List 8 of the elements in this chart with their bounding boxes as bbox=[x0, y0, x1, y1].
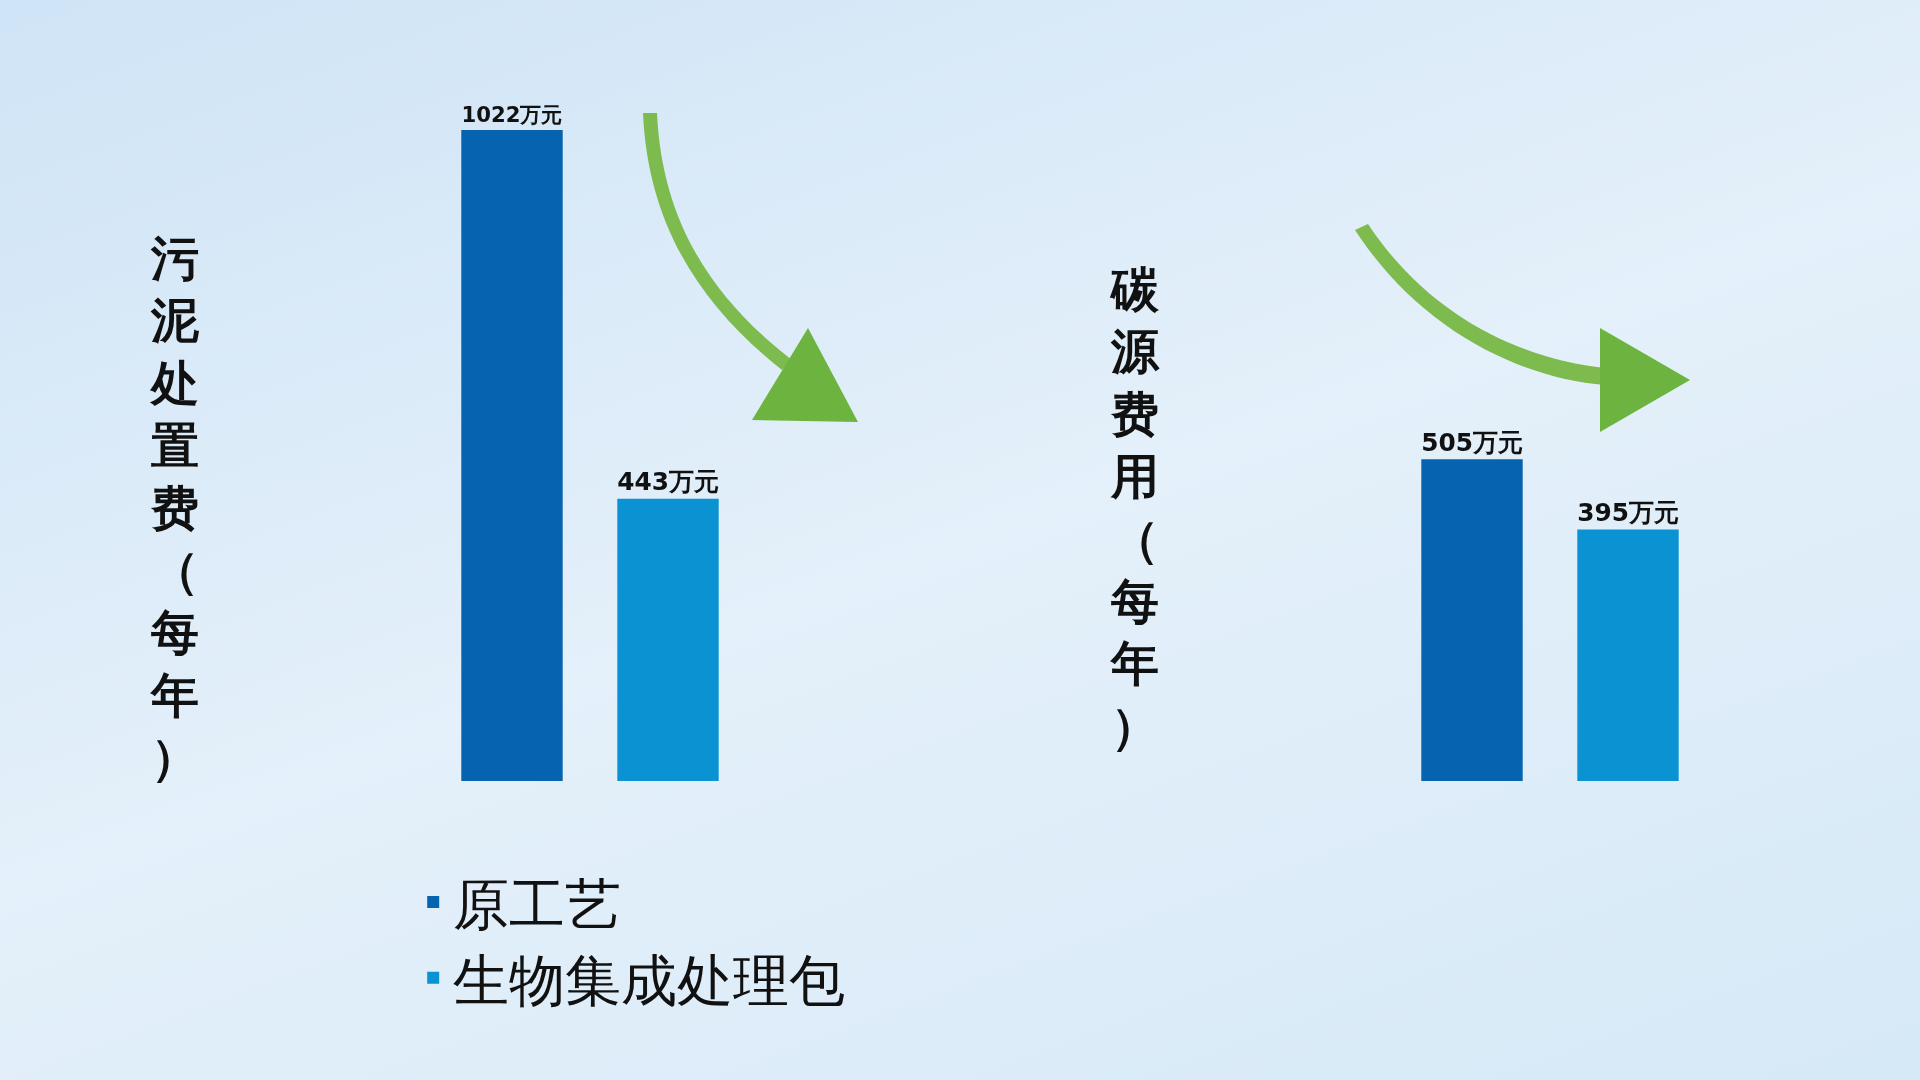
data-label: 443万元 bbox=[617, 467, 719, 497]
legend-label: 原工艺 bbox=[453, 871, 622, 937]
y-axis-title: 碳源费用（每年） bbox=[1109, 261, 1160, 754]
legend-label: 生物集成处理包 bbox=[453, 947, 846, 1013]
text: 污泥处置费（每年） bbox=[151, 230, 199, 786]
data-label: 1022万元 bbox=[461, 102, 563, 128]
data-label: 395万元 bbox=[1577, 497, 1679, 527]
data-label: 505万元 bbox=[1421, 427, 1523, 457]
